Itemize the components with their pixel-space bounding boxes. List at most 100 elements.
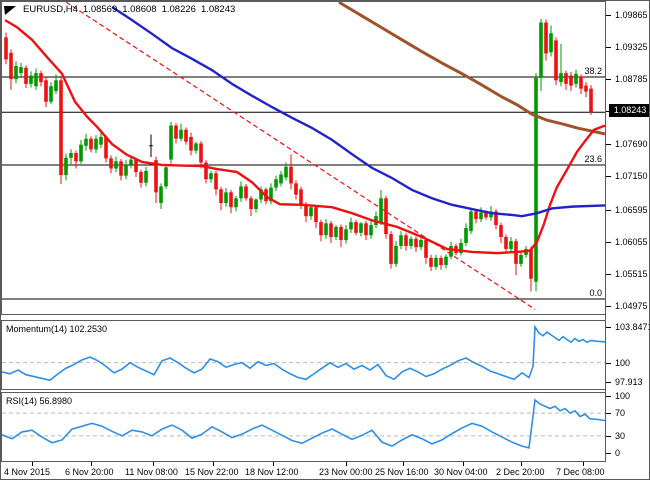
candle-body — [279, 174, 283, 184]
candle-body — [39, 73, 43, 83]
axis-tick — [606, 209, 611, 211]
time-axis-label: 11 Nov 08:00 — [125, 467, 178, 477]
candle-body — [94, 138, 98, 150]
candle-body — [389, 234, 393, 264]
symbol-period-label: EURUSD,H4 — [23, 4, 78, 15]
candle-body — [54, 80, 58, 92]
time-axis-tick — [463, 462, 464, 466]
axis-tick — [606, 176, 611, 178]
time-axis-tick — [273, 462, 274, 466]
price-axis-label-1.06055: 1.06055 — [615, 236, 648, 247]
candle-body — [159, 186, 163, 204]
time-axis-label: 4 Nov 2015 — [4, 467, 51, 477]
candle-body — [409, 238, 413, 246]
time-axis-label: 6 Nov 20:00 — [65, 467, 114, 477]
candle-body — [224, 192, 228, 204]
rsi-line — [2, 398, 605, 449]
candle-body — [584, 85, 588, 92]
candle-body — [29, 75, 33, 84]
current-price-tag: 1.08243 — [609, 104, 649, 118]
momentum-panel[interactable]: Momentum(14) 102.2530 — [1, 320, 606, 390]
axis-tick — [606, 453, 611, 454]
candle-body — [349, 222, 353, 230]
high-price-label: 1.08608 — [122, 4, 157, 15]
candle-body — [189, 136, 193, 151]
time-axis-label: 30 Nov 04:00 — [434, 467, 488, 477]
rsi-chart-svg[interactable] — [2, 393, 605, 461]
candle-body — [299, 189, 303, 205]
candle-body — [474, 211, 478, 220]
price-axis-label-1.07690: 1.07690 — [615, 139, 648, 150]
candle-body — [254, 199, 258, 210]
axis-tick — [606, 362, 611, 364]
candle-body — [139, 172, 143, 183]
axis-tick — [606, 79, 611, 80]
candle-body — [129, 159, 133, 165]
main-price-panel[interactable]: 38.2 23.6 0.0 — [1, 1, 606, 315]
candle-body — [169, 125, 173, 160]
candle-body — [4, 37, 8, 60]
candle-body — [574, 73, 578, 84]
candle-body — [509, 241, 513, 249]
momentum-chart-svg[interactable] — [2, 321, 605, 389]
candle-body — [344, 229, 348, 241]
candle-body — [439, 257, 443, 266]
candle-body — [69, 153, 73, 158]
candle-body — [289, 166, 293, 184]
fast-ma-line — [4, 19, 605, 255]
candle-body — [304, 204, 308, 217]
candle-body — [119, 161, 123, 176]
main-chart-svg[interactable]: 38.2 23.6 0.0 — [2, 2, 605, 314]
price-axis-label-1.07150: 1.07150 — [615, 171, 648, 182]
momentum-line — [2, 324, 605, 382]
candle-body — [529, 248, 533, 279]
fib-level-label-38.2: 38.2 — [584, 66, 602, 76]
candle-body — [464, 228, 468, 243]
time-axis-label: 23 Nov 00:00 — [319, 467, 373, 477]
candle-body — [499, 225, 503, 238]
candle-body — [204, 162, 208, 180]
candle-body — [34, 73, 38, 87]
candle-body — [294, 183, 298, 195]
candle-body — [74, 153, 78, 162]
axis-tick — [606, 111, 611, 113]
candle-body — [364, 223, 368, 236]
candle-body — [179, 129, 183, 139]
time-axis-tick — [32, 462, 33, 466]
momentum-axis-label-100: 100 — [615, 357, 631, 368]
candle-body — [559, 73, 563, 83]
candle-body — [589, 88, 593, 113]
rsi-axis-label-0: 0 — [615, 448, 621, 458]
candle-body — [429, 257, 433, 267]
time-axis-label: 7 Dec 08:00 — [556, 467, 605, 477]
descending-trendline — [65, 2, 536, 310]
fib-level-label-23.6: 23.6 — [584, 154, 602, 164]
candle-body — [64, 157, 68, 176]
candle-body — [579, 76, 583, 89]
candle-body — [449, 245, 453, 257]
candle-body — [329, 223, 333, 238]
candle-body — [319, 222, 323, 236]
price-axis-label-1.09325: 1.09325 — [615, 41, 648, 52]
close-price-label: 1.08243 — [200, 4, 236, 15]
candle-body — [24, 67, 28, 84]
candle-body — [324, 223, 328, 236]
time-axis-label: 25 Nov 16:00 — [375, 467, 429, 477]
rsi-panel[interactable]: RSI(14) 56.8980 — [1, 392, 606, 462]
momentum-axis-label-97.913: 97.913 — [615, 377, 643, 387]
axis-tick — [606, 46, 611, 48]
candle-body — [479, 212, 483, 220]
candle-body — [419, 240, 423, 248]
candle-body — [194, 143, 198, 151]
chart-marker-icon — [4, 5, 16, 15]
candle-body — [444, 256, 448, 266]
price-axis-label-1.05515: 1.05515 — [615, 268, 648, 279]
time-axis[interactable]: 4 Nov 2015 6 Nov 20:00 11 Nov 08:00 15 Nov … — [1, 462, 649, 479]
fib-level-label-0.0: 0.0 — [589, 288, 602, 298]
candle-body — [114, 161, 118, 169]
candle-body — [229, 192, 233, 208]
candle-body — [569, 75, 573, 86]
price-axis[interactable]: 1.09865 1.09325 1.08785 1.08243 1.07690 1.071… — [605, 1, 649, 462]
candle-body — [104, 136, 108, 159]
axis-tick — [606, 144, 611, 146]
